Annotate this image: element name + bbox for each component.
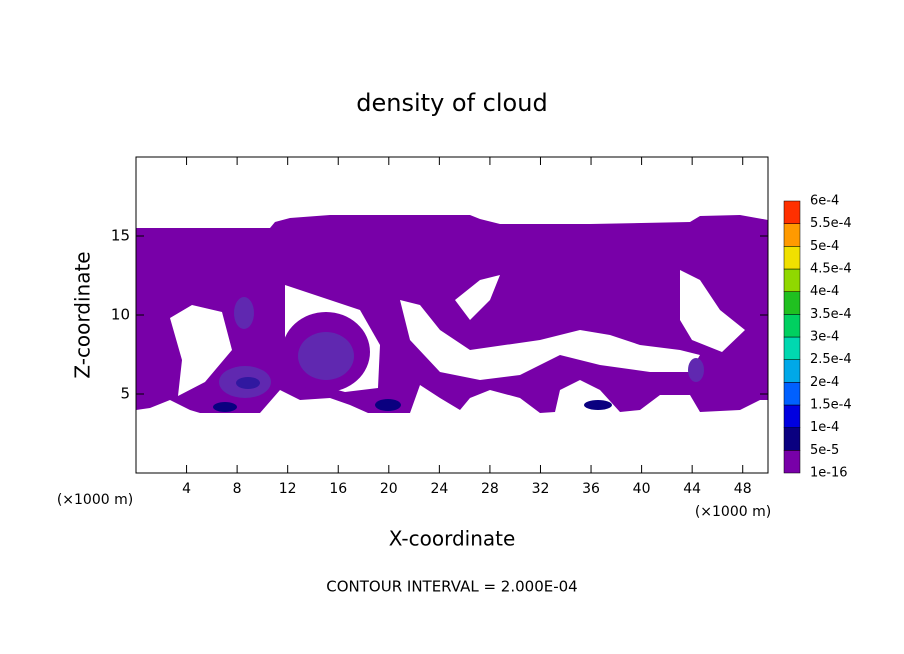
clear-area bbox=[400, 300, 700, 380]
colorbar-label: 1.5e-4 bbox=[810, 398, 852, 413]
x-tick-label: 28 bbox=[481, 481, 499, 497]
x-tick-label: 40 bbox=[633, 481, 651, 497]
footnote: CONTOUR INTERVAL = 2.000E-04 bbox=[326, 578, 577, 596]
colorbar-label: 4e-4 bbox=[810, 284, 839, 299]
colorbar-label: 3e-4 bbox=[810, 330, 839, 345]
colorbar-label: 1e-4 bbox=[810, 420, 839, 435]
x-tick-label: 48 bbox=[734, 481, 752, 497]
x-tick-label: 16 bbox=[329, 481, 347, 497]
y-tick-label: 10 bbox=[111, 306, 130, 324]
colorbar-label: 1e-16 bbox=[810, 466, 848, 481]
colorbar-box bbox=[783, 336, 801, 360]
cloud-cell bbox=[584, 400, 612, 410]
y-tick-label: 5 bbox=[120, 385, 130, 403]
chart-title: density of cloud bbox=[356, 89, 547, 117]
colorbar-box bbox=[783, 450, 801, 474]
colorbar-box bbox=[783, 223, 801, 247]
colorbar-box bbox=[783, 427, 801, 451]
x-tick-label: 4 bbox=[182, 481, 191, 497]
y-axis-label: Z-coordinate bbox=[71, 251, 95, 378]
cloud-cell bbox=[236, 377, 260, 389]
x-tick-label: 8 bbox=[233, 481, 242, 497]
clear-area bbox=[455, 275, 500, 320]
colorbar-box bbox=[783, 246, 801, 270]
x-tick-label: 36 bbox=[582, 481, 600, 497]
colorbar-label: 2e-4 bbox=[810, 375, 839, 390]
y-unit-label: (×1000 m) bbox=[57, 492, 133, 508]
cloud-cell bbox=[213, 402, 237, 412]
cloud-cell bbox=[234, 297, 254, 329]
colorbar-label: 6e-4 bbox=[810, 194, 839, 209]
colorbar-box bbox=[783, 291, 801, 315]
cloud-cell bbox=[688, 358, 704, 382]
clear-area bbox=[170, 305, 232, 396]
cloud-cell bbox=[375, 399, 401, 411]
colorbar-label: 2.5e-4 bbox=[810, 352, 852, 367]
cloud-field bbox=[136, 215, 768, 413]
colorbar-label: 4.5e-4 bbox=[810, 262, 852, 277]
x-tick-label: 20 bbox=[380, 481, 398, 497]
x-axis-label: X-coordinate bbox=[389, 527, 516, 551]
x-tick-label: 12 bbox=[279, 481, 297, 497]
colorbar-box bbox=[783, 200, 801, 224]
colorbar-label: 3.5e-4 bbox=[810, 307, 852, 322]
colorbar-box bbox=[783, 382, 801, 406]
x-tick-label: 24 bbox=[430, 481, 448, 497]
colorbar-label: 5.5e-4 bbox=[810, 216, 852, 231]
x-tick-label: 32 bbox=[532, 481, 550, 497]
colorbar-label: 5e-5 bbox=[810, 443, 839, 458]
x-unit-label: (×1000 m) bbox=[695, 504, 771, 520]
x-tick-label: 44 bbox=[683, 481, 701, 497]
y-tick-label: 15 bbox=[111, 227, 130, 245]
clear-area bbox=[680, 270, 745, 352]
colorbar-box bbox=[783, 359, 801, 383]
colorbar-box bbox=[783, 404, 801, 428]
colorbar-box bbox=[783, 268, 801, 292]
colorbar-box bbox=[783, 314, 801, 338]
cloud-cell bbox=[298, 332, 354, 380]
colorbar-label: 5e-4 bbox=[810, 239, 839, 254]
